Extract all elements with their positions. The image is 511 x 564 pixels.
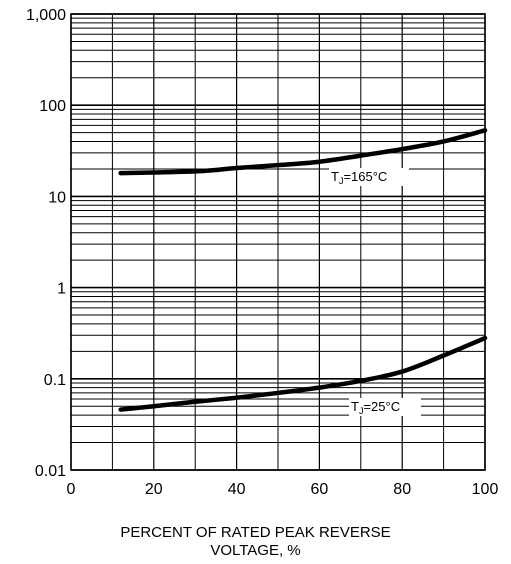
- x-tick-label: 0: [67, 481, 76, 498]
- series-label: TJ=165°C: [331, 169, 387, 186]
- y-tick-label: 10: [48, 189, 66, 206]
- series-label: TJ=25°C: [351, 399, 400, 416]
- x-tick-label: 20: [145, 481, 163, 498]
- y-tick-label: 1: [57, 281, 66, 298]
- series-lines: [118, 128, 488, 412]
- tick-labels: 0 20 40 60 80 100 0.01 0.1 1 10 100 1,000: [26, 7, 498, 498]
- y-tick-label: 1,000: [26, 7, 66, 24]
- x-axis-title-line-2: VOLTAGE, %: [210, 542, 301, 559]
- x-axis-title: PERCENT OF RATED PEAK REVERSE VOLTAGE, %: [0, 524, 511, 560]
- y-tick-label: 0.1: [44, 372, 66, 389]
- series-label-bg: [329, 168, 409, 186]
- x-axis-title-line-1: PERCENT OF RATED PEAK REVERSE: [120, 524, 391, 541]
- x-tick-label: 80: [393, 481, 411, 498]
- grid: [70, 13, 486, 471]
- x-tick-label: 100: [472, 481, 499, 498]
- series-label-bg: [349, 398, 421, 416]
- series-annotations: TJ=165°C TJ=25°C: [329, 168, 421, 416]
- series-line-tj-25c: [118, 335, 488, 412]
- series-line-tj-165c: [118, 128, 488, 176]
- x-tick-label: 40: [228, 481, 246, 498]
- plot-frame: [70, 13, 486, 471]
- x-tick-label: 60: [311, 481, 329, 498]
- y-tick-label: 0.01: [35, 463, 66, 480]
- y-tick-label: 100: [39, 98, 66, 115]
